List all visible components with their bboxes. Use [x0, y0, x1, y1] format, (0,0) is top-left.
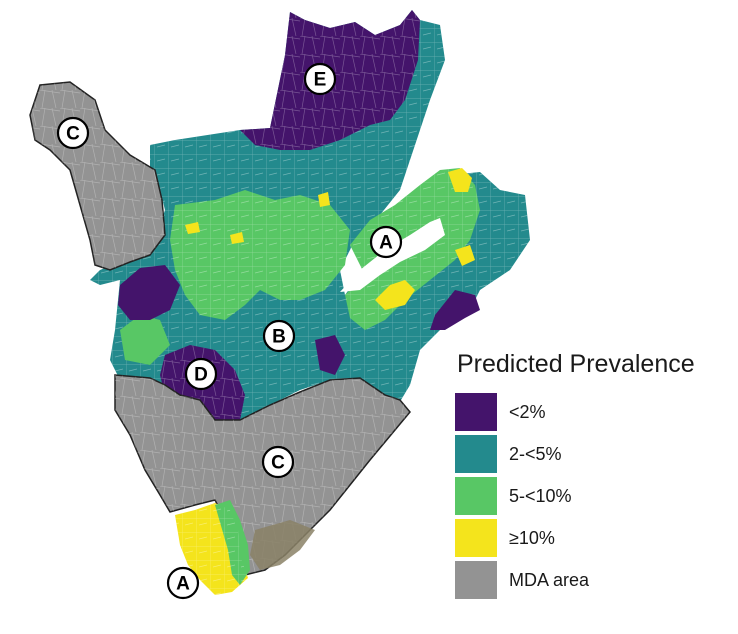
- legend-label: <2%: [509, 401, 546, 422]
- legend-label: MDA area: [509, 569, 590, 590]
- zone-purple-east: [430, 290, 480, 330]
- legend-label: 5-<10%: [509, 485, 572, 506]
- legend-title: Predicted Prevalence: [457, 350, 695, 378]
- region-label-c-northwest: C: [66, 124, 80, 145]
- legend-item: 2-<5%: [455, 433, 725, 475]
- zone-yellow-east-1: [375, 280, 415, 310]
- zone-yellow-east-2: [448, 168, 472, 192]
- legend-label: 2-<5%: [509, 443, 562, 464]
- region-marker-a-south: A: [166, 566, 200, 600]
- region-marker-e: E: [303, 62, 337, 96]
- legend: Predicted Prevalence <2% 2-<5% 5-<10% ≥1…: [455, 350, 725, 601]
- legend-swatch: [455, 477, 497, 515]
- legend-label: ≥10%: [509, 527, 555, 548]
- region-label-e: E: [314, 70, 327, 91]
- region-label-a-east: A: [379, 233, 393, 254]
- region-marker-b: B: [262, 319, 296, 353]
- region-marker-d: D: [184, 357, 218, 391]
- region-marker-c-south: C: [261, 445, 295, 479]
- region-label-b: B: [272, 327, 286, 348]
- region-label-a-south: A: [176, 574, 190, 595]
- region-label-d: D: [194, 365, 208, 386]
- zone-yellow-east-3: [455, 245, 475, 266]
- legend-item: ≥10%: [455, 517, 725, 559]
- zone-green-southwest: [120, 315, 170, 365]
- legend-item: MDA area: [455, 559, 725, 601]
- legend-swatch: [455, 393, 497, 431]
- legend-item: <2%: [455, 391, 725, 433]
- legend-swatch: [455, 519, 497, 557]
- region-marker-a-east: A: [369, 225, 403, 259]
- legend-swatch: [455, 561, 497, 599]
- zone-purple-west: [118, 265, 180, 320]
- region-marker-c-northwest: C: [56, 116, 90, 150]
- legend-item: 5-<10%: [455, 475, 725, 517]
- region-label-c-south: C: [271, 453, 285, 474]
- legend-swatch: [455, 435, 497, 473]
